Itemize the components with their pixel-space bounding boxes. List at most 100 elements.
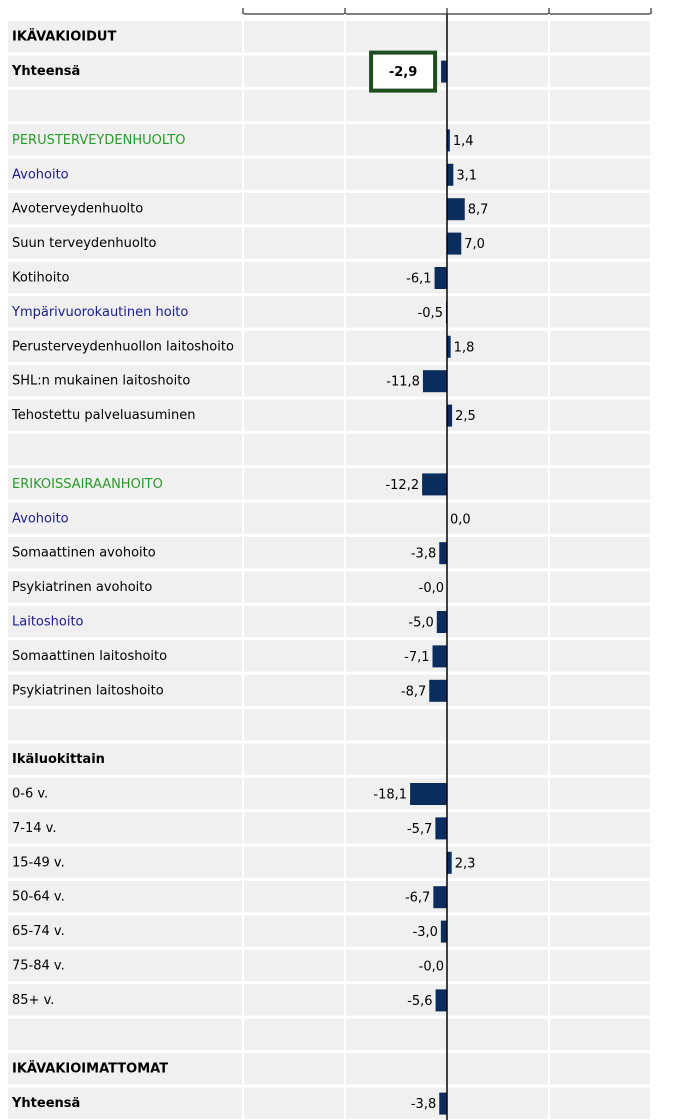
row-background bbox=[8, 330, 651, 362]
bar bbox=[433, 886, 447, 909]
value-label: -6,7 bbox=[405, 891, 430, 906]
value-label: -12,2 bbox=[385, 478, 419, 493]
bar bbox=[440, 920, 447, 943]
value-label: -6,1 bbox=[406, 272, 431, 287]
value-label: 7,0 bbox=[464, 237, 485, 252]
value-label: -5,7 bbox=[407, 822, 432, 837]
category-label: IKÄVAKIOIDUT bbox=[12, 29, 116, 45]
row-background bbox=[8, 743, 651, 775]
category-label: Laitoshoito bbox=[12, 615, 84, 630]
value-label: -5,6 bbox=[407, 994, 432, 1009]
bar bbox=[447, 335, 451, 358]
bar bbox=[439, 542, 447, 565]
row-background bbox=[8, 537, 651, 569]
row-background bbox=[8, 984, 651, 1016]
category-label: Ympärivuorokautinen hoito bbox=[11, 305, 188, 320]
category-label: 50-64 v. bbox=[12, 890, 65, 905]
row-background bbox=[8, 605, 651, 638]
value-label: 3,1 bbox=[456, 168, 477, 183]
category-label: Avohoito bbox=[12, 167, 69, 182]
row-background bbox=[8, 777, 651, 810]
bar bbox=[434, 267, 447, 289]
row-background bbox=[8, 89, 651, 122]
row-background bbox=[8, 881, 651, 913]
bar bbox=[447, 404, 453, 427]
row-background bbox=[8, 433, 651, 466]
value-label: -0,5 bbox=[418, 306, 443, 321]
highlight-box bbox=[369, 50, 438, 93]
category-label: Perusterveydenhuollon laitoshoito bbox=[12, 339, 234, 354]
bar bbox=[436, 611, 447, 633]
value-label: -3,0 bbox=[413, 925, 438, 940]
row-background bbox=[8, 296, 651, 328]
value-label: 0,0 bbox=[450, 512, 471, 527]
category-label: Somaattinen avohoito bbox=[12, 546, 156, 561]
category-label: SHL:n mukainen laitoshoito bbox=[12, 374, 190, 389]
value-label: -0,0 bbox=[419, 581, 444, 596]
category-label: PERUSTERVEYDENHUOLTO bbox=[12, 133, 185, 148]
category-label: 65-74 v. bbox=[12, 924, 65, 939]
bar bbox=[447, 851, 452, 874]
row-background bbox=[8, 502, 651, 534]
category-label: 85+ v. bbox=[12, 993, 54, 1008]
row-background bbox=[8, 1053, 651, 1085]
row-background bbox=[8, 261, 651, 294]
value-label: -3,8 bbox=[411, 1097, 436, 1112]
bar bbox=[447, 198, 465, 221]
category-label: Avoterveydenhuolto bbox=[12, 202, 143, 217]
value-label: -18,1 bbox=[373, 788, 407, 803]
row-background bbox=[8, 640, 651, 672]
category-label: Avohoito bbox=[12, 511, 69, 526]
row-background bbox=[8, 812, 651, 844]
value-label: -2,9 bbox=[389, 65, 417, 80]
value-label: -11,8 bbox=[386, 375, 420, 390]
bar bbox=[439, 1092, 447, 1115]
value-label: -7,1 bbox=[404, 650, 429, 665]
value-label: 1,4 bbox=[453, 134, 474, 149]
row-background bbox=[8, 949, 651, 982]
value-label: -3,8 bbox=[411, 547, 436, 562]
row-background bbox=[8, 1018, 651, 1050]
category-label: Psykiatrinen avohoito bbox=[12, 580, 152, 595]
category-label: 75-84 v. bbox=[12, 959, 65, 974]
category-label: 15-49 v. bbox=[12, 855, 65, 870]
row-background bbox=[8, 21, 651, 53]
value-label: -0,0 bbox=[419, 960, 444, 975]
value-label: 2,5 bbox=[455, 409, 476, 424]
bar bbox=[429, 679, 447, 702]
value-label: 2,3 bbox=[455, 856, 476, 871]
value-label: -5,0 bbox=[408, 616, 433, 631]
bar bbox=[447, 163, 454, 186]
bar bbox=[422, 370, 447, 393]
category-label: IKÄVAKIOIMATTOMAT bbox=[12, 1061, 168, 1077]
bar bbox=[432, 645, 447, 668]
row-background bbox=[8, 846, 651, 878]
category-label: Tehostettu palveluasuminen bbox=[11, 408, 195, 423]
row-background bbox=[8, 158, 651, 190]
category-label: Ikäluokittain bbox=[12, 752, 105, 767]
bar bbox=[447, 129, 450, 152]
category-label: Somaattinen laitoshoito bbox=[12, 649, 167, 664]
category-label: ERIKOISSAIRAANHOITO bbox=[12, 477, 163, 492]
row-background bbox=[8, 468, 651, 500]
row-background bbox=[8, 399, 651, 431]
row-background bbox=[8, 915, 651, 947]
bar bbox=[422, 473, 447, 496]
row-background bbox=[8, 227, 651, 259]
category-label: Suun terveydenhuolto bbox=[12, 236, 157, 251]
row-background bbox=[8, 55, 651, 87]
bar bbox=[410, 783, 447, 805]
bar bbox=[447, 232, 462, 255]
value-label: -8,7 bbox=[401, 684, 426, 699]
bar bbox=[441, 60, 447, 83]
row-background bbox=[8, 193, 651, 225]
category-label: 7-14 v. bbox=[12, 821, 56, 836]
value-label: 1,8 bbox=[454, 340, 475, 355]
category-label: Yhteensä bbox=[11, 1096, 80, 1111]
category-label: Psykiatrinen laitoshoito bbox=[12, 683, 164, 698]
row-background bbox=[8, 1087, 651, 1119]
row-background bbox=[8, 674, 651, 706]
row-background bbox=[8, 124, 651, 156]
